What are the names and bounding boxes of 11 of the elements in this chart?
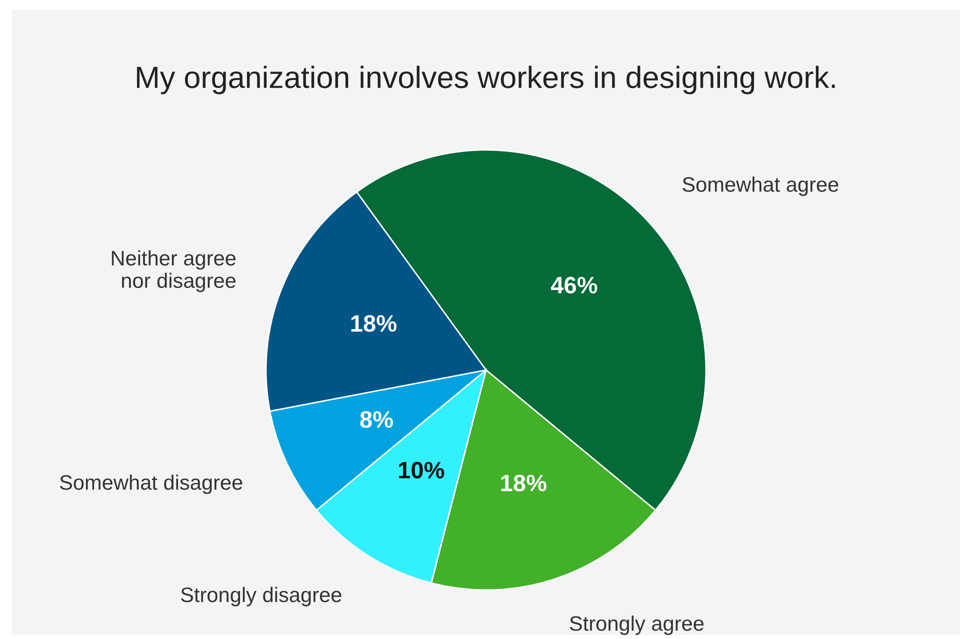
slice-label: Somewhat disagree bbox=[60, 474, 242, 494]
data-label: 18% bbox=[351, 315, 397, 332]
chart-title: My organization involves workers in designing work. bbox=[136, 66, 835, 94]
slice-label: Strongly agree bbox=[570, 616, 704, 635]
slice-label: Strongly disagree bbox=[181, 586, 342, 606]
slice-label: Neither agree nor disagree bbox=[112, 250, 236, 292]
data-label: 10% bbox=[399, 462, 444, 478]
data-label: 46% bbox=[550, 276, 598, 294]
data-label: 8% bbox=[360, 411, 393, 428]
slice-label: Somewhat agree bbox=[682, 176, 838, 196]
data-label: 18% bbox=[501, 474, 546, 492]
